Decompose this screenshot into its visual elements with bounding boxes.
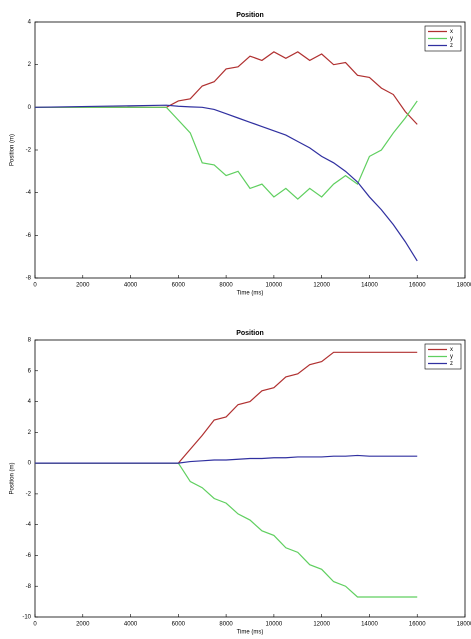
data-line (35, 100, 418, 200)
x-tick-label: 0 (33, 622, 37, 628)
legend-label: y (450, 354, 453, 360)
x-tick-label: 2000 (76, 283, 90, 289)
legend-label: z (450, 43, 453, 49)
x-tick-label: 4000 (124, 622, 138, 628)
legend-label: z (450, 361, 453, 367)
y-tick-label: -6 (26, 233, 32, 239)
plot-area (34, 21, 466, 279)
legend: xyz (424, 25, 462, 52)
x-tick-label: 8000 (219, 622, 233, 628)
x-tick-label: 6000 (172, 283, 186, 289)
x-tick-label: 16000 (409, 283, 426, 289)
data-line (34, 104, 418, 262)
y-tick-label: -10 (22, 615, 31, 621)
data-line (35, 351, 418, 464)
x-tick-label: 10000 (266, 622, 283, 628)
y-tick-label: 6 (28, 368, 32, 374)
y-axis-label: Position (m) (10, 462, 16, 494)
y-tick-label: -8 (26, 584, 32, 590)
y-tick-label: -8 (26, 276, 32, 282)
x-tick-label: 14000 (361, 283, 378, 289)
y-tick-label: 2 (28, 430, 32, 436)
x-tick-label: 14000 (361, 622, 378, 628)
x-tick-label: 12000 (313, 622, 330, 628)
y-tick-label: 0 (28, 461, 32, 467)
plot-area (34, 339, 466, 618)
legend-label: y (450, 36, 453, 42)
y-tick-label: 4 (28, 399, 32, 405)
chart-title: Position (236, 330, 264, 337)
y-tick-label: 0 (28, 105, 32, 111)
x-axis-label: Time (ms) (237, 291, 264, 297)
y-tick-label: -2 (26, 491, 32, 497)
x-tick-label: 10000 (266, 283, 283, 289)
y-tick-label: 8 (28, 338, 32, 344)
legend-label: x (450, 347, 453, 353)
y-tick-label: -2 (26, 148, 32, 154)
x-tick-label: 8000 (219, 283, 233, 289)
x-tick-label: 18000 (457, 622, 471, 628)
y-tick-label: -4 (26, 190, 32, 196)
x-tick-label: 12000 (313, 283, 330, 289)
x-axis-label: Time (ms) (237, 630, 264, 636)
y-tick-label: -6 (26, 553, 32, 559)
x-tick-label: 4000 (124, 283, 138, 289)
chart-title: Position (236, 12, 264, 19)
data-line (35, 454, 418, 464)
legend: xyz (424, 343, 462, 370)
data-line (35, 51, 418, 125)
y-tick-label: -4 (26, 522, 32, 528)
y-tick-label: 4 (28, 20, 32, 26)
x-tick-label: 0 (33, 283, 37, 289)
data-line (35, 462, 418, 598)
x-tick-label: 18000 (457, 283, 471, 289)
x-tick-label: 6000 (172, 622, 186, 628)
y-tick-label: 2 (28, 62, 32, 68)
legend-label: x (450, 29, 453, 35)
x-tick-label: 2000 (76, 622, 90, 628)
x-tick-label: 16000 (409, 622, 426, 628)
y-axis-label: Position (m) (10, 134, 16, 166)
